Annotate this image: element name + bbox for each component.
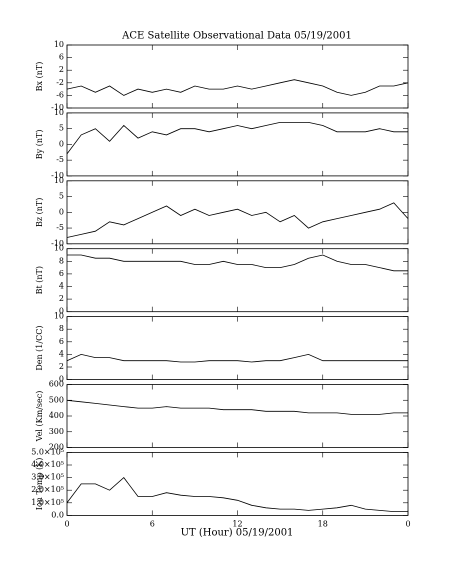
panel-frame	[66, 316, 409, 381]
y-axis-label: Bx (nT)	[35, 62, 44, 92]
y-axis-label: Bt (nT)	[35, 266, 44, 294]
y-tick-label: 0	[59, 139, 64, 148]
x-tick-label: 0	[64, 519, 69, 528]
panel-frame	[66, 451, 409, 516]
y-tick-label: 4.0×10⁵	[31, 460, 64, 469]
y-tick-label: 200	[49, 443, 64, 452]
data-line	[66, 477, 408, 512]
y-axis-label: Ion Temp (K)	[35, 458, 44, 511]
chart-title: ACE Satellite Observational Data 05/19/2…	[121, 31, 352, 42]
y-tick-label: 2	[59, 294, 64, 303]
y-axis-label: Vel (Km/sec)	[35, 391, 44, 443]
y-tick-label: -6	[56, 90, 64, 99]
y-tick-label: 5.0×10⁵	[31, 447, 64, 456]
y-tick-label: 600	[49, 380, 64, 389]
y-tick-label: 10	[54, 312, 64, 321]
x-axis-label: UT (Hour) 05/19/2001	[181, 528, 294, 539]
y-axis-label: By (nT)	[35, 130, 44, 160]
y-tick-label: 4	[59, 282, 64, 291]
panel-frame	[66, 180, 409, 245]
y-axis-label: Den (1/CC)	[35, 326, 44, 371]
y-tick-label: 0.0	[51, 510, 64, 519]
y-tick-label: -2	[56, 78, 64, 87]
y-tick-label: -10	[51, 239, 64, 248]
y-tick-label: 2.0×10⁵	[31, 485, 64, 494]
x-tick-label: 18	[318, 519, 328, 528]
y-tick-label: -10	[51, 103, 64, 112]
y-tick-label: 5	[59, 192, 64, 201]
data-line	[66, 122, 408, 155]
y-tick-label: 6	[59, 53, 64, 62]
panel-frame	[66, 248, 409, 313]
panel-frame	[66, 384, 409, 448]
y-tick-label: 10	[54, 40, 64, 49]
y-tick-label: -5	[56, 155, 64, 164]
y-tick-label: 0	[59, 207, 64, 216]
data-line	[66, 399, 408, 415]
y-tick-label: 1.0×10⁵	[31, 498, 64, 507]
x-tick-label: 0	[405, 519, 410, 528]
y-tick-label: 6	[59, 337, 64, 346]
y-tick-label: 0	[59, 307, 64, 316]
x-tick-label: 12	[232, 519, 242, 528]
y-tick-label: 2	[59, 65, 64, 74]
y-tick-label: 10	[54, 244, 64, 253]
panel-frame	[66, 44, 409, 109]
y-tick-label: -10	[51, 171, 64, 180]
y-tick-label: 8	[59, 324, 64, 333]
data-line	[66, 202, 409, 238]
y-tick-label: 400	[49, 411, 64, 420]
data-line	[66, 353, 408, 363]
y-tick-label: 0	[59, 375, 64, 384]
y-tick-label: 300	[49, 427, 64, 436]
x-tick-label: 6	[150, 519, 155, 528]
y-tick-label: 4	[59, 349, 64, 358]
y-tick-label: 3.0×10⁵	[31, 473, 64, 482]
panel-frame	[66, 112, 409, 177]
y-tick-label: 10	[54, 176, 64, 185]
y-tick-label: 500	[49, 395, 64, 404]
y-tick-label: 2	[59, 362, 64, 371]
data-line	[66, 79, 409, 96]
y-axis-label: Bz (nT)	[35, 198, 44, 227]
y-tick-label: 5	[59, 124, 64, 133]
data-line	[67, 254, 408, 272]
y-tick-label: 6	[59, 269, 64, 278]
y-tick-label: -5	[56, 223, 64, 232]
y-tick-label: 8	[59, 256, 64, 265]
y-tick-label: 10	[54, 108, 64, 117]
